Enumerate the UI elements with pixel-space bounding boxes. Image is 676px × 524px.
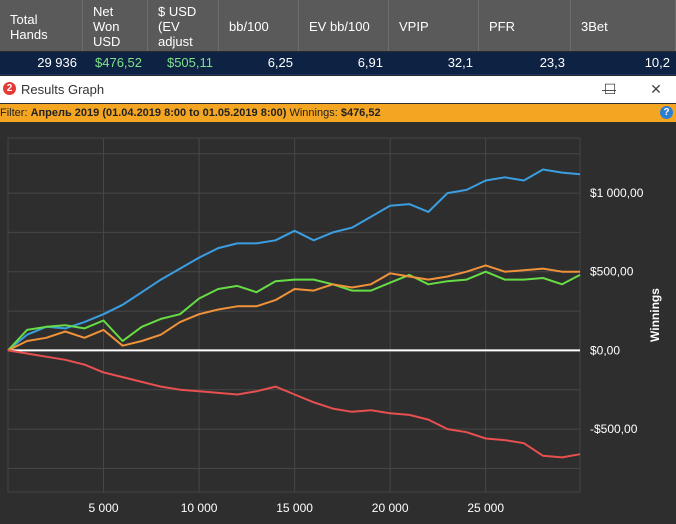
column-header[interactable]: Total Hands (0, 0, 83, 51)
y-tick-label: $0,00 (590, 343, 620, 357)
winnings-value: $476,52 (340, 107, 381, 119)
series-line-3 (7, 349, 581, 459)
column-header[interactable]: EV bb/100 (299, 0, 389, 51)
column-header[interactable]: 3Bet (571, 0, 676, 51)
column-header[interactable]: PFR (479, 0, 571, 51)
y-tick-label: -$500,00 (590, 422, 638, 436)
x-tick-label: 10 000 (181, 501, 218, 515)
y-tick-label: $500,00 (590, 265, 634, 279)
stat-cell: 23,3 (539, 55, 565, 70)
x-tick-label: 25 000 (467, 501, 504, 515)
window-title: Results Graph (21, 82, 105, 97)
x-tick-label: 5 000 (89, 501, 119, 515)
stat-cell: 6,25 (267, 55, 293, 70)
app-logo-icon: 2 (3, 82, 16, 95)
series-line-2 (7, 264, 580, 352)
series-line-1 (7, 270, 581, 352)
filter-value: Апрель 2019 (01.04.2019 8:00 to 01.05.20… (30, 107, 287, 119)
maximize-button[interactable]: ☐ (603, 81, 617, 97)
column-header[interactable]: bb/100 (219, 0, 299, 51)
series-line-0 (7, 168, 581, 352)
minimize-button[interactable]: — (602, 81, 616, 97)
title-bar: 2 Results Graph — ☐ ✕ (0, 76, 676, 103)
stat-cell: $476,52 (95, 55, 142, 70)
stat-cell: $505,11 (166, 55, 213, 70)
stats-row[interactable]: 29 936 $476,52 $505,11 6,25 6,91 32,1 23,3 10,2 (0, 52, 676, 75)
filter-label: Filter: (0, 107, 28, 119)
stat-cell: 32,1 (447, 55, 473, 70)
column-header[interactable]: Net Won USD (83, 0, 148, 51)
stats-header: Total Hands Net Won USD $ USD (EV adjust bb… (0, 0, 676, 51)
help-icon[interactable]: ? (660, 106, 673, 119)
results-graph-window: 2 Results Graph — ☐ ✕ Filter: Апрель 201… (0, 76, 676, 524)
y-axis-label: Winnings (648, 288, 662, 342)
filter-bar: Filter: Апрель 2019 (01.04.2019 8:00 to … (0, 104, 676, 122)
x-tick-label: 15 000 (276, 501, 313, 515)
stat-cell: 6,91 (357, 55, 383, 70)
y-tick-label: $1 000,00 (590, 186, 644, 200)
close-button[interactable]: ✕ (650, 81, 662, 97)
stat-cell: 10,2 (644, 55, 670, 70)
stat-cell: 29 936 (37, 55, 77, 70)
column-header[interactable]: $ USD (EV adjust (148, 0, 219, 51)
x-tick-label: 20 000 (372, 501, 409, 515)
column-header[interactable]: VPIP (389, 0, 479, 51)
results-chart: 5 000 10 000 15 000 20 000 25 000 -$500,00 $0,… (7, 137, 662, 515)
winnings-label: Winnings: (289, 107, 338, 119)
